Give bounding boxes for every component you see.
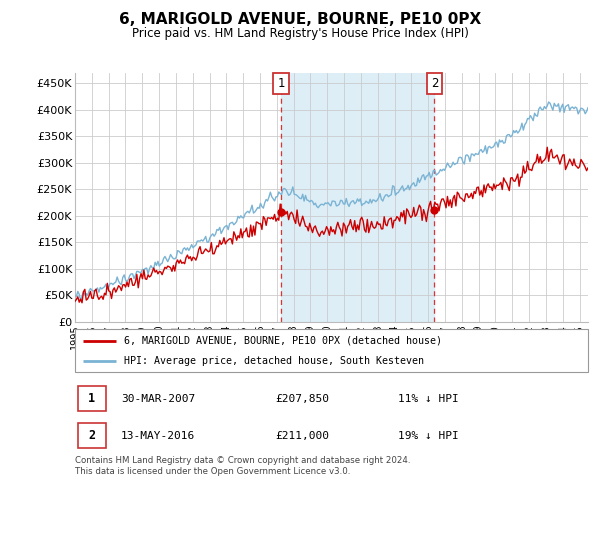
- Text: 19% ↓ HPI: 19% ↓ HPI: [398, 431, 459, 441]
- Text: 2: 2: [88, 429, 95, 442]
- Text: 6, MARIGOLD AVENUE, BOURNE, PE10 0PX (detached house): 6, MARIGOLD AVENUE, BOURNE, PE10 0PX (de…: [124, 336, 442, 346]
- FancyBboxPatch shape: [77, 423, 106, 448]
- Text: Contains HM Land Registry data © Crown copyright and database right 2024.
This d: Contains HM Land Registry data © Crown c…: [75, 456, 410, 476]
- Text: 6, MARIGOLD AVENUE, BOURNE, PE10 0PX: 6, MARIGOLD AVENUE, BOURNE, PE10 0PX: [119, 12, 481, 27]
- Text: 2: 2: [431, 77, 438, 90]
- Text: HPI: Average price, detached house, South Kesteven: HPI: Average price, detached house, Sout…: [124, 357, 424, 366]
- Text: 1: 1: [88, 392, 95, 405]
- Text: Price paid vs. HM Land Registry's House Price Index (HPI): Price paid vs. HM Land Registry's House …: [131, 27, 469, 40]
- Text: 11% ↓ HPI: 11% ↓ HPI: [398, 394, 459, 404]
- FancyBboxPatch shape: [75, 329, 588, 372]
- Text: 13-MAY-2016: 13-MAY-2016: [121, 431, 196, 441]
- Bar: [281, 73, 434, 322]
- FancyBboxPatch shape: [77, 386, 106, 411]
- Text: £211,000: £211,000: [275, 431, 329, 441]
- Text: £207,850: £207,850: [275, 394, 329, 404]
- Text: 1: 1: [277, 77, 285, 90]
- Text: 30-MAR-2007: 30-MAR-2007: [121, 394, 196, 404]
